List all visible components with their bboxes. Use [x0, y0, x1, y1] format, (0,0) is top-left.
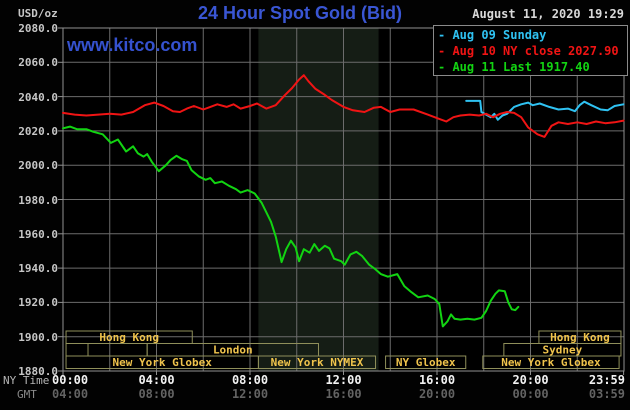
ny-time-row-label: NY Time — [3, 374, 50, 387]
series-line-aug-11-last-1917.40 — [62, 125, 520, 328]
kitco-watermark-link[interactable]: www.kitco.com — [67, 35, 198, 55]
legend-label: Aug 09 Sunday — [452, 28, 547, 42]
y-tick-label: 1980.0 — [18, 193, 58, 207]
y-tick-label: 1880.0 — [18, 365, 58, 378]
ny-tick-label: 00:00 — [52, 373, 89, 387]
session-label: Hong Kong — [550, 331, 610, 344]
page-title: 24 Hour Spot Gold (Bid) — [198, 3, 402, 23]
session-box-new-york-nymex — [257, 355, 377, 369]
legend-marker: - — [438, 28, 453, 42]
y-tick-label: 2000.0 — [18, 159, 58, 173]
gmt-tick-label: 03:59 — [588, 387, 625, 401]
session-label: New York Globex — [501, 356, 601, 369]
legend-item: - Aug 11 Last 1917.40 — [438, 59, 627, 75]
ny-tick-label: 20:00 — [512, 373, 549, 387]
ny-tick-label: 16:00 — [418, 373, 456, 387]
gmt-tick-label: 20:00 — [418, 387, 456, 401]
y-tick-label: 1940.0 — [18, 262, 58, 276]
y-tick-label: 2040.0 — [18, 90, 58, 104]
ny-tick-label: 12:00 — [325, 373, 362, 387]
y-tick-label: 1900.0 — [18, 330, 58, 344]
legend-marker: - — [438, 44, 453, 58]
unit-label: USD/oz — [18, 7, 58, 20]
legend-item: - Aug 09 Sunday — [438, 27, 627, 43]
legend-marker: - — [438, 60, 453, 74]
y-tick-label: 1960.0 — [18, 227, 58, 241]
session-label: London — [213, 344, 253, 357]
legend-label: Aug 11 Last 1917.40 — [452, 60, 590, 74]
legend: - Aug 09 Sunday - Aug 10 NY close 2027.90… — [433, 25, 628, 76]
y-tick-label: 1920.0 — [18, 296, 58, 310]
session-box-ny-globex — [385, 355, 467, 369]
legend-item: - Aug 10 NY close 2027.90 — [438, 43, 627, 59]
session-label: Hong Kong — [99, 331, 159, 344]
gmt-tick-label: 12:00 — [231, 387, 269, 401]
session-label: Sydney — [543, 344, 583, 357]
y-tick-label: 2080.0 — [18, 22, 58, 35]
gmt-tick-label: 16:00 — [325, 387, 362, 401]
legend-label: Aug 10 NY close 2027.90 — [452, 44, 619, 58]
session-label: New York NYMEX — [271, 356, 364, 369]
gmt-tick-label: 08:00 — [138, 387, 175, 401]
gmt-tick-label: 00:00 — [512, 387, 549, 401]
ny-tick-label: 04:00 — [138, 373, 175, 387]
gmt-tick-label: 04:00 — [52, 387, 89, 401]
session-box-new-york-globex — [482, 355, 620, 369]
session-label: NY Globex — [396, 356, 456, 369]
series-line-aug-09-sunday — [465, 99, 625, 121]
datetime-label: August 11, 2020 19:29 — [472, 7, 624, 21]
y-tick-label: 2020.0 — [18, 124, 58, 138]
session-label: New York Globex — [113, 356, 213, 369]
ny-tick-label: 23:59 — [588, 373, 625, 387]
gmt-row-label: GMT — [17, 388, 37, 401]
series-line-aug-10-ny-close-2027.90 — [62, 74, 625, 138]
y-tick-label: 2060.0 — [18, 56, 58, 70]
ny-tick-label: 08:00 — [231, 373, 269, 387]
